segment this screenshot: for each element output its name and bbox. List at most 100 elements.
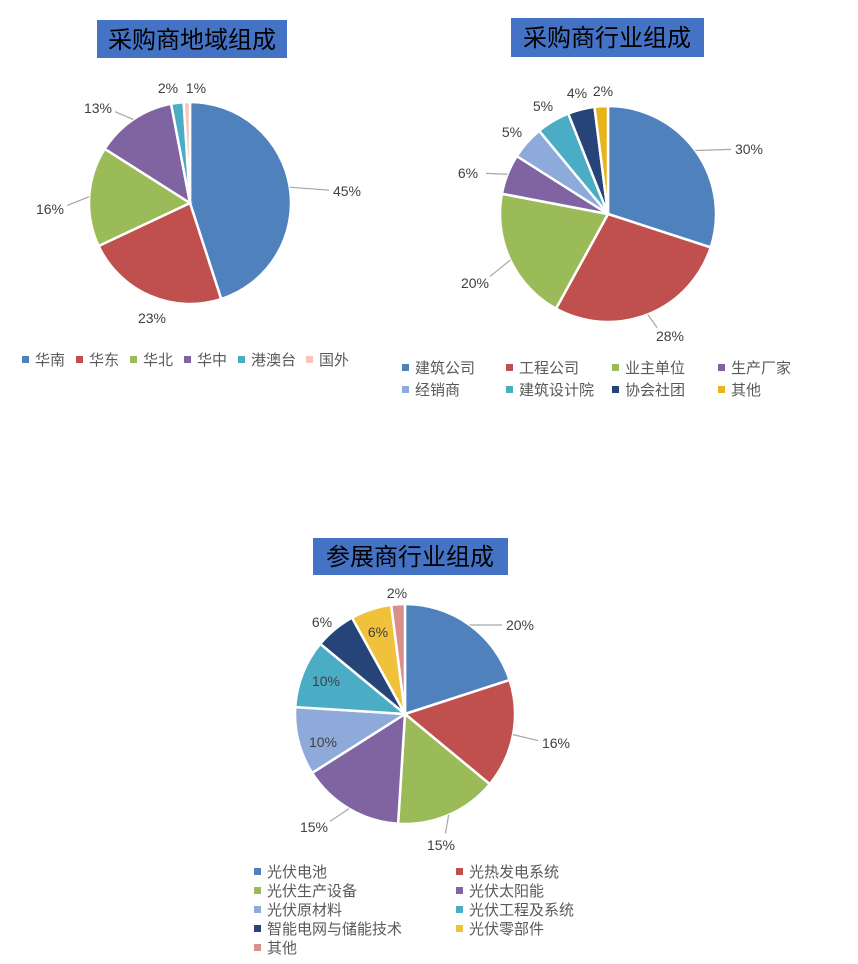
legend-item: 其他 <box>718 381 761 399</box>
legend-item: 生产厂家 <box>718 359 791 377</box>
legend-swatch <box>612 386 619 393</box>
legend-item: 光伏生产设备 <box>254 882 357 900</box>
legend-item: 国外 <box>306 351 349 369</box>
pie-slice-9 <box>389 602 407 715</box>
legend-swatch <box>718 386 725 393</box>
leader-line <box>485 172 508 175</box>
legend-item: 华南 <box>22 351 65 369</box>
legend-item: 华中 <box>184 351 227 369</box>
legend-item: 光伏工程及系统 <box>456 901 574 919</box>
data-label: 15% <box>427 837 455 853</box>
legend-label: 国外 <box>319 351 349 369</box>
data-label: 2% <box>158 80 178 96</box>
leader-line <box>512 734 539 742</box>
legend-item: 建筑公司 <box>402 359 475 377</box>
legend-label: 其他 <box>267 939 297 957</box>
data-label: 2% <box>387 585 407 601</box>
legend-label: 华东 <box>89 351 119 369</box>
leader-line <box>489 259 511 277</box>
legend-swatch <box>718 364 725 371</box>
legend-label: 华北 <box>143 351 173 369</box>
legend-item: 业主单位 <box>612 359 685 377</box>
data-label: 20% <box>506 617 534 633</box>
legend-label: 光伏电池 <box>267 863 327 881</box>
legend-item: 光伏太阳能 <box>456 882 544 900</box>
legend-item: 工程公司 <box>506 359 579 377</box>
legend-label: 建筑公司 <box>415 359 475 377</box>
legend-item: 协会社团 <box>612 381 685 399</box>
legend-label: 建筑设计院 <box>519 381 594 399</box>
legend-item: 光伏电池 <box>254 863 327 881</box>
pie-slice-4 <box>310 711 407 826</box>
pie-slice-3 <box>87 147 193 248</box>
legend-label: 业主单位 <box>625 359 685 377</box>
legend-swatch <box>254 887 261 894</box>
legend-swatch <box>456 925 463 932</box>
legend-swatch <box>612 364 619 371</box>
legend-label: 光伏生产设备 <box>267 882 357 900</box>
leader-line <box>114 111 134 121</box>
legend-item: 智能电网与储能技术 <box>254 920 402 938</box>
legend-item: 建筑设计院 <box>506 381 594 399</box>
legend-swatch <box>254 925 261 932</box>
legend-label: 智能电网与储能技术 <box>267 920 402 938</box>
legend-swatch <box>402 386 409 393</box>
legend-swatch <box>184 356 191 363</box>
pie-slice-2 <box>402 678 517 786</box>
legend-item: 光伏零部件 <box>456 920 544 938</box>
data-label: 30% <box>735 141 763 157</box>
legend-item: 华北 <box>130 351 173 369</box>
legend-item: 经销商 <box>402 381 460 399</box>
chart-region-buyer-industry: 采购商行业组成 30% 28% 20% 6% 5% 5% 4% 2% 建筑公司 工程公司 业主单位 生… <box>402 18 791 399</box>
legend-swatch <box>456 868 463 875</box>
legend-item: 光伏原材料 <box>254 901 342 919</box>
legend-swatch <box>506 386 513 393</box>
leader-line <box>647 314 658 328</box>
legend-swatch <box>306 356 313 363</box>
legend-swatch <box>254 868 261 875</box>
legend-swatch <box>254 944 261 951</box>
legend-swatch <box>254 906 261 913</box>
data-label: 13% <box>84 100 112 116</box>
pie-chart: 45% 23% 16% 13% 2% 1% 华南 华东 华北 华中 港澳台 国外 <box>22 80 361 369</box>
pie-slice-1 <box>606 104 718 249</box>
data-label: 5% <box>502 124 522 140</box>
data-label: 10% <box>312 673 340 689</box>
data-label: 6% <box>312 614 332 630</box>
legend-swatch <box>76 356 83 363</box>
data-label: 28% <box>656 328 684 344</box>
legend-label: 光伏工程及系统 <box>469 901 574 919</box>
data-label: 6% <box>368 624 388 640</box>
legend-item: 华东 <box>76 351 119 369</box>
data-label: 16% <box>542 735 570 751</box>
pie-slice-6 <box>182 100 192 204</box>
legend-label: 经销商 <box>415 381 460 399</box>
data-label: 45% <box>333 183 361 199</box>
data-label: 10% <box>309 734 337 750</box>
legend-swatch <box>456 906 463 913</box>
data-label: 15% <box>300 819 328 835</box>
legend-label: 生产厂家 <box>731 359 791 377</box>
legend-label: 其他 <box>731 381 761 399</box>
legend-label: 工程公司 <box>519 359 579 377</box>
legend-swatch <box>506 364 513 371</box>
data-label: 5% <box>533 98 553 114</box>
data-label: 23% <box>138 310 166 326</box>
title-box <box>511 18 704 57</box>
legend-label: 光热发电系统 <box>469 863 559 881</box>
legend-swatch <box>456 887 463 894</box>
legend-label: 光伏原材料 <box>267 901 342 919</box>
legend-label: 光伏太阳能 <box>469 882 544 900</box>
data-label: 4% <box>567 85 587 101</box>
legend-item: 其他 <box>254 939 297 957</box>
leader-line <box>289 186 330 191</box>
chart-region-exhibitor-industry: 参展商行业组成 20% 16% 15% 15% 10% 10% 6% 6% 2% 光伏电池 光热发电… <box>254 538 574 957</box>
legend-label: 协会社团 <box>625 381 685 399</box>
legend-label: 华中 <box>197 351 227 369</box>
title-box <box>97 20 287 58</box>
legend-swatch <box>22 356 29 363</box>
pie-slice-2 <box>96 201 223 306</box>
legend-label: 华南 <box>35 351 65 369</box>
legend-item: 光热发电系统 <box>456 863 559 881</box>
